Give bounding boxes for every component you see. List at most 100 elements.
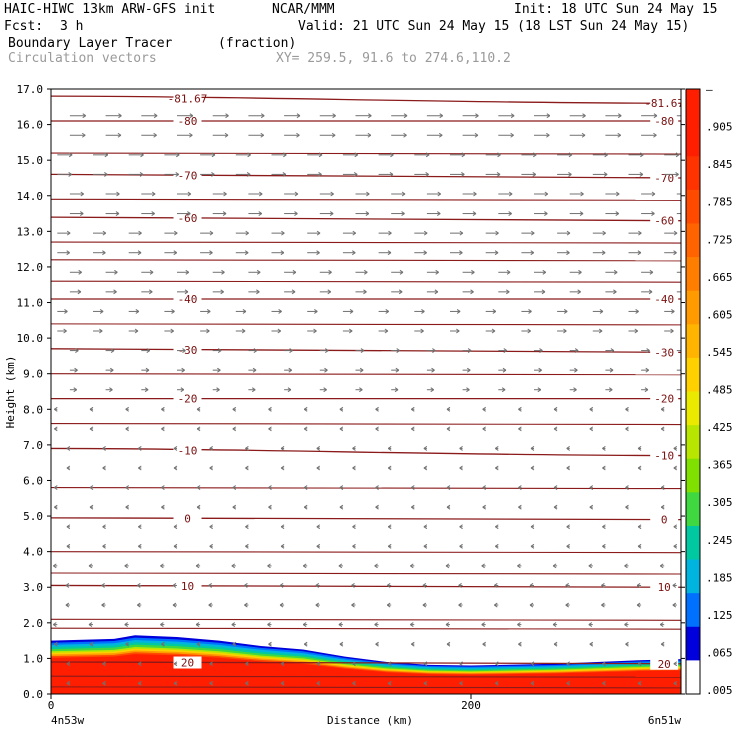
vector-head: [348, 328, 353, 334]
colorbar-swatch: [686, 290, 700, 325]
contour-label-bg: [650, 97, 679, 110]
colorbar-swatch: [686, 559, 700, 594]
vector-head: [196, 641, 201, 647]
contour-label-bg: [650, 346, 679, 359]
vector-head: [681, 368, 684, 372]
y-axis-label: Height (km): [4, 356, 17, 429]
contour-label-bg: [650, 581, 679, 594]
vector-head: [672, 602, 677, 608]
vector-head: [501, 387, 506, 393]
contour-label: -10: [178, 445, 198, 458]
contour-label-bg: [173, 656, 202, 669]
vector-head: [151, 211, 155, 216]
vector-head: [537, 387, 542, 393]
vector-head: [386, 583, 391, 588]
colorbar-label: .725: [706, 233, 733, 246]
vector-head: [532, 171, 537, 177]
contour-label-bg: [650, 214, 679, 227]
vector-head: [222, 211, 227, 216]
vector-head: [625, 504, 629, 510]
vector-head: [446, 406, 451, 412]
vector-head: [316, 661, 321, 667]
vector-head: [660, 641, 665, 647]
colorbar-frame: [685, 88, 701, 695]
vector-head: [617, 132, 622, 138]
contour-label: -81.67: [644, 97, 684, 110]
vector-head: [503, 348, 508, 353]
vector-head: [209, 446, 213, 451]
vector-head: [396, 348, 400, 353]
vector-head: [256, 269, 261, 275]
vector-head: [102, 250, 106, 256]
x-axis-label: Distance (km): [327, 714, 413, 727]
vector-head: [113, 289, 117, 295]
vector-head: [175, 171, 180, 177]
vector-head: [242, 309, 247, 314]
y-tick-label: 8.0: [23, 403, 43, 416]
vector-head: [187, 211, 191, 216]
contour-label: -60: [178, 212, 198, 225]
vector-head: [625, 641, 629, 647]
vector-head: [278, 309, 282, 314]
vector-head: [231, 622, 236, 628]
colorbar-label: .605: [706, 308, 733, 321]
vector-head: [637, 661, 642, 667]
y-tick-label: 11.0: [17, 297, 44, 310]
vector-head: [324, 367, 328, 373]
vector-head: [66, 680, 71, 686]
vector-head: [446, 641, 451, 647]
vector-head: [173, 250, 178, 256]
y-axis: 0.0 1.0 2.0 3.0 4.0 5.0 6.0 7.0 8.0 9.0 10.0 11.0 12…: [17, 83, 685, 701]
vector-head: [387, 543, 392, 549]
vector-head: [54, 426, 58, 432]
vector-head: [563, 309, 568, 314]
vector-head: [505, 289, 510, 295]
vector-head: [173, 465, 178, 471]
x-tick-label: 200: [461, 699, 481, 712]
contour-line-labeled: [51, 517, 681, 521]
contour-label: -20: [654, 393, 674, 406]
vector-head: [173, 661, 178, 667]
vector-head: [303, 426, 308, 432]
vector-head: [182, 348, 186, 353]
vector-head: [446, 426, 451, 432]
vector-head: [421, 309, 425, 314]
vector-head: [565, 602, 569, 608]
vector-head: [439, 113, 444, 119]
colorbar-swatch: [686, 89, 700, 124]
vector-head: [138, 680, 142, 686]
vector-head: [582, 113, 586, 119]
vector-head: [530, 230, 535, 236]
vector-head: [401, 191, 406, 197]
vector-head: [670, 328, 674, 334]
vector-head: [624, 622, 628, 628]
vector-head: [508, 211, 512, 216]
vector-head: [544, 211, 548, 216]
vector-head: [173, 230, 178, 236]
vector-head: [387, 465, 392, 471]
vector-head: [267, 563, 271, 569]
contour-label-bg: [173, 579, 202, 592]
vector-head: [530, 680, 535, 686]
vector-head: [102, 524, 106, 530]
vector-head: [338, 622, 343, 628]
vector-head: [374, 563, 378, 569]
x-tick-label: 0: [48, 699, 55, 712]
contour-label: 20: [181, 657, 194, 670]
vector-head: [280, 446, 285, 451]
vector-head: [280, 680, 285, 686]
vector-head: [172, 602, 177, 608]
vector-head: [637, 524, 642, 530]
field-units: (fraction): [218, 36, 297, 51]
vector-head: [552, 563, 557, 569]
vector-head: [352, 661, 356, 667]
vector-head: [208, 602, 212, 608]
vector-head: [602, 230, 606, 236]
vector-head: [637, 446, 642, 451]
vector-head: [566, 446, 570, 451]
colorbar-label: .425: [706, 421, 733, 434]
vector-head: [280, 524, 285, 530]
vector-head: [302, 563, 307, 569]
vector-head: [82, 113, 87, 119]
vector-head: [99, 328, 103, 334]
